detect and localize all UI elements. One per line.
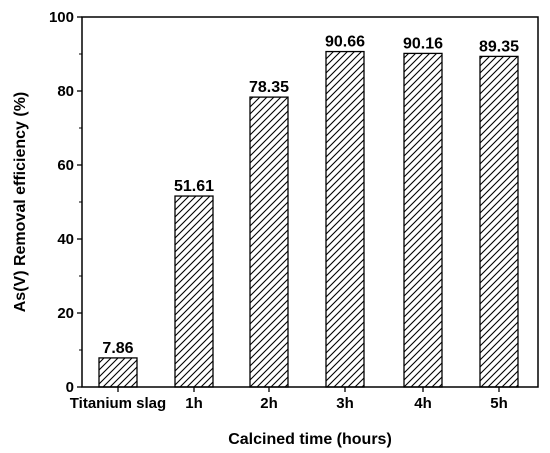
bar [98,357,138,388]
bar [325,50,365,388]
y-axis-title: As(V) Removal efficiency (%) [12,92,29,313]
y-tick-label: 0 [66,379,74,396]
data-label: 51.61 [174,178,214,195]
bars-group [98,50,519,388]
data-label: 89.35 [479,38,519,55]
x-axis-ticks: Titanium slag 1h 2h 3h 4h 5h [70,387,508,412]
y-tick-label: 60 [57,157,74,174]
y-axis-ticks: 0 20 40 60 80 100 [49,9,82,396]
x-tick-label: 3h [336,395,354,412]
bar [403,52,443,388]
x-tick-label: 2h [260,395,278,412]
bar [249,96,289,388]
y-tick-label: 20 [57,305,74,322]
x-tick-label: 1h [185,395,203,412]
y-tick-label: 80 [57,83,74,100]
data-label: 90.16 [403,35,443,52]
y-tick-label: 100 [49,9,74,26]
plot-frame [81,16,539,388]
x-axis-title: Calcined time (hours) [228,431,392,448]
data-label: 7.86 [102,340,133,357]
data-label: 78.35 [249,79,289,96]
x-tick-label: 5h [490,395,508,412]
bar [174,195,214,388]
y-tick-label: 40 [57,231,74,248]
bar [479,55,519,388]
data-labels-group: 7.86 51.61 78.35 90.66 90.16 89.35 [102,34,519,357]
x-tick-label: 4h [414,395,432,412]
data-label: 90.66 [325,34,365,51]
x-tick-label: Titanium slag [70,395,166,412]
